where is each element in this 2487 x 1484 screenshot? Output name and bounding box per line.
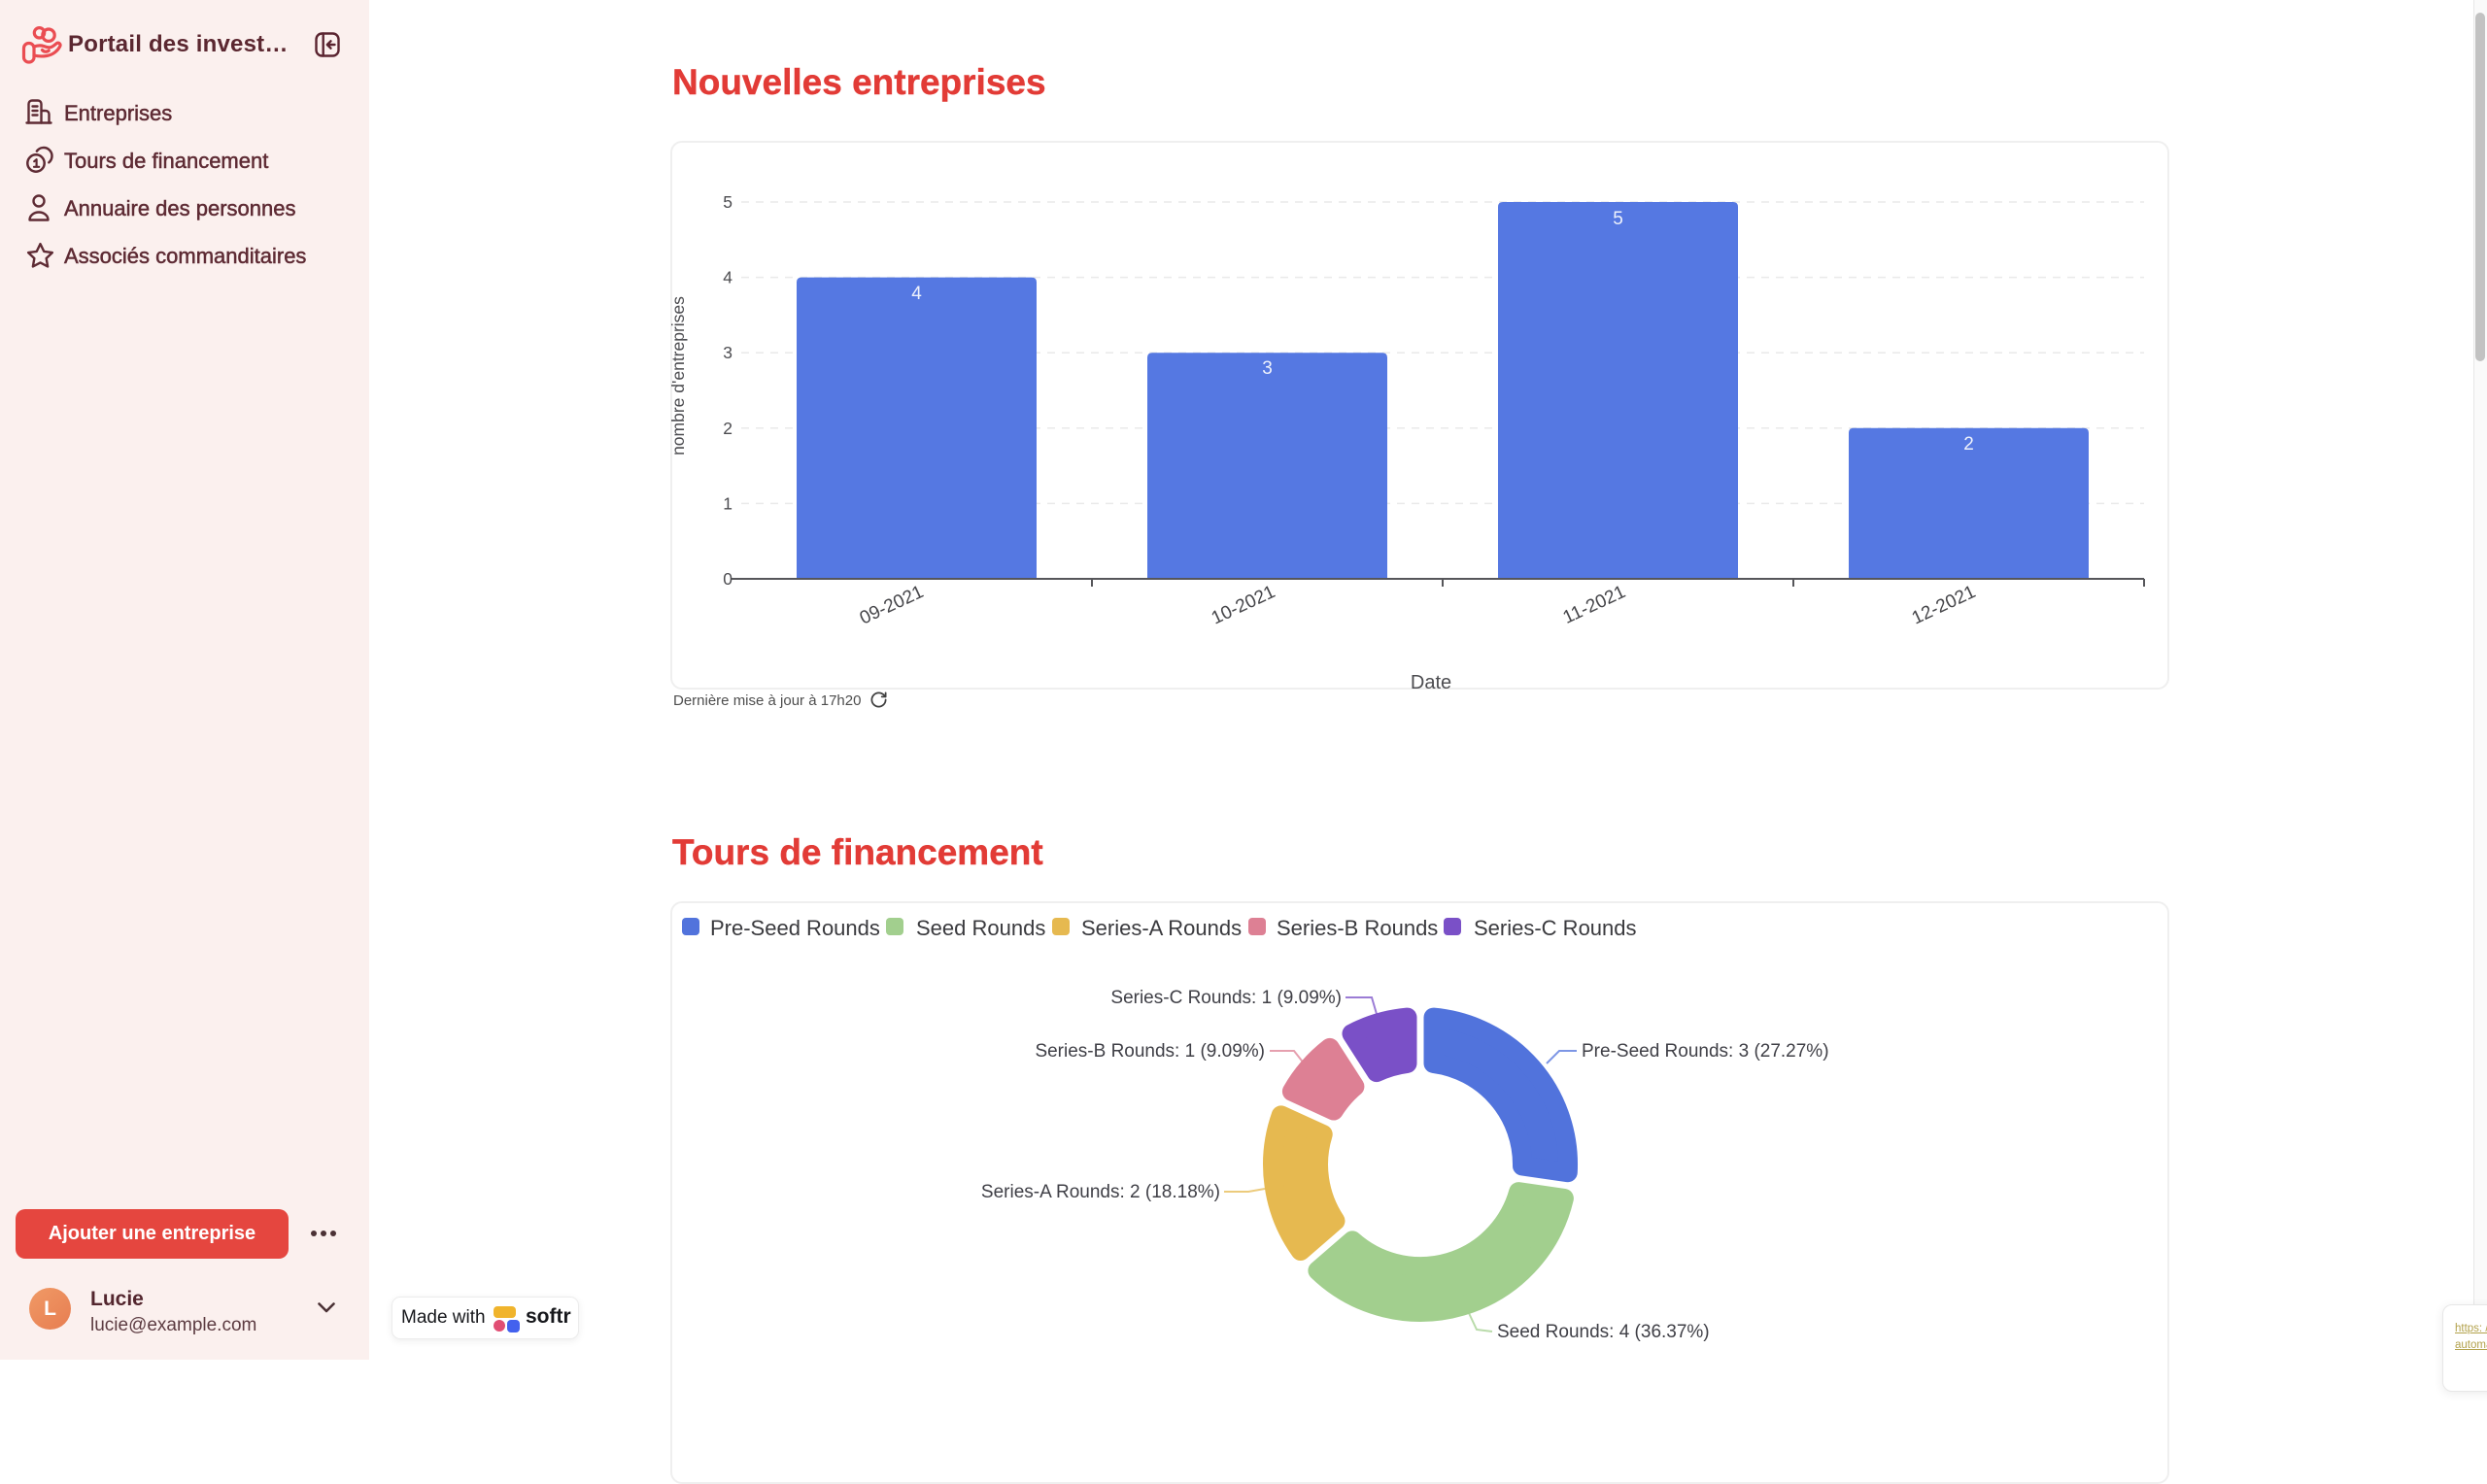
svg-text:1: 1 bbox=[723, 493, 732, 513]
svg-text:3: 3 bbox=[723, 343, 732, 362]
svg-text:5: 5 bbox=[723, 192, 732, 212]
svg-text:4: 4 bbox=[911, 284, 922, 304]
svg-text:2: 2 bbox=[723, 419, 732, 438]
svg-text:2: 2 bbox=[1963, 434, 1974, 455]
svg-text:0: 0 bbox=[723, 569, 732, 589]
svg-text:4: 4 bbox=[723, 268, 732, 287]
svg-text:nombre d'entreprises: nombre d'entreprises bbox=[670, 296, 688, 455]
svg-text:3: 3 bbox=[1262, 358, 1273, 379]
svg-text:5: 5 bbox=[1613, 209, 1623, 229]
svg-text:Date: Date bbox=[1411, 672, 1451, 693]
